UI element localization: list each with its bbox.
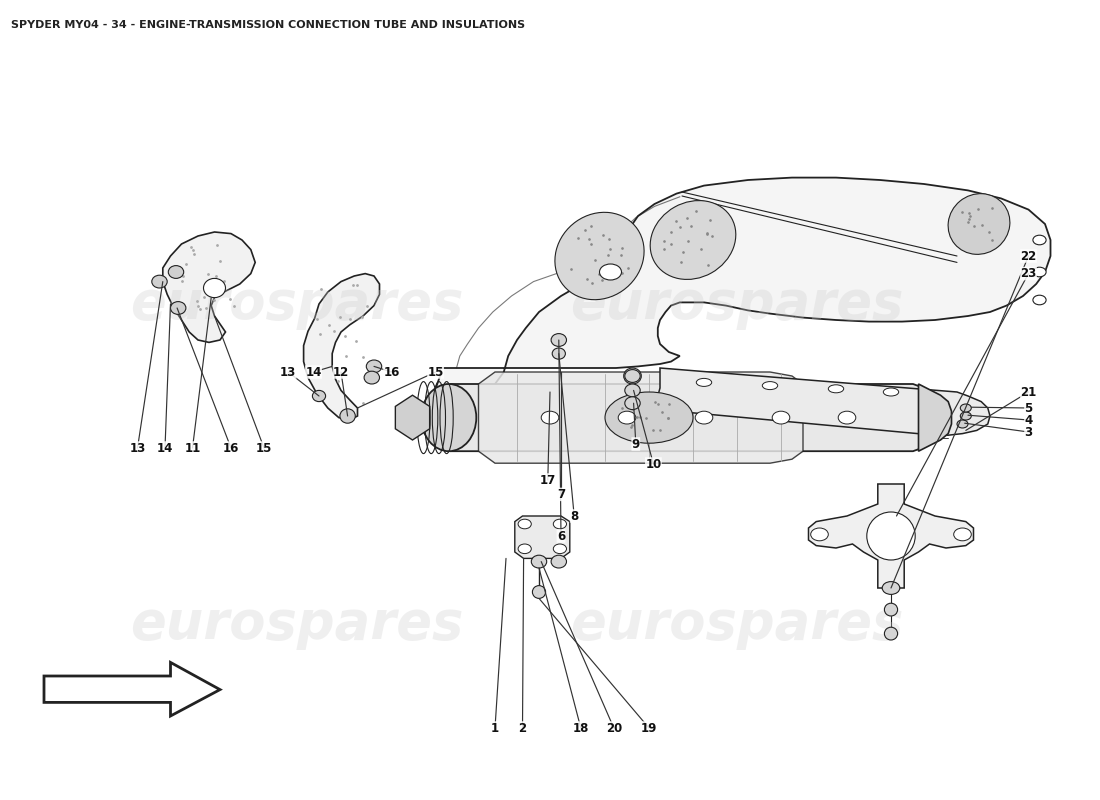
Ellipse shape [364,371,380,384]
Text: 17: 17 [540,474,556,486]
Text: 16: 16 [384,366,399,378]
Text: 14: 14 [306,366,321,378]
Polygon shape [395,395,430,440]
Text: 15: 15 [256,442,272,454]
Text: 4: 4 [1024,414,1033,426]
Ellipse shape [170,302,186,314]
Ellipse shape [600,264,621,280]
Text: eurospares: eurospares [130,278,464,330]
Ellipse shape [828,385,844,393]
Ellipse shape [553,519,566,529]
Text: 13: 13 [280,366,296,378]
Ellipse shape [532,586,546,598]
Ellipse shape [882,582,900,594]
Ellipse shape [960,404,971,412]
Ellipse shape [366,360,382,373]
Ellipse shape [884,627,898,640]
Polygon shape [44,662,220,716]
Polygon shape [808,484,974,588]
Ellipse shape [625,397,640,410]
Ellipse shape [552,348,565,359]
Text: 13: 13 [130,442,145,454]
Ellipse shape [605,392,693,443]
Text: 11: 11 [185,442,200,454]
Ellipse shape [204,278,226,298]
Ellipse shape [551,555,566,568]
Ellipse shape [883,388,899,396]
Text: eurospares: eurospares [570,278,904,330]
Ellipse shape [1033,295,1046,305]
Ellipse shape [531,555,547,568]
Text: 1: 1 [491,722,499,734]
Ellipse shape [312,390,326,402]
Text: 22: 22 [1021,250,1036,262]
Ellipse shape [553,544,566,554]
Ellipse shape [168,266,184,278]
Ellipse shape [954,528,971,541]
Polygon shape [656,368,990,435]
Text: 3: 3 [1024,426,1033,438]
Polygon shape [918,384,952,451]
Text: 8: 8 [570,510,579,522]
Text: 20: 20 [606,722,621,734]
Polygon shape [304,274,380,420]
Ellipse shape [960,412,971,420]
Polygon shape [429,178,1050,444]
Ellipse shape [618,411,636,424]
Ellipse shape [696,378,712,386]
Polygon shape [478,372,803,463]
Ellipse shape [695,411,713,424]
Ellipse shape [625,370,640,382]
Ellipse shape [884,603,898,616]
Ellipse shape [772,411,790,424]
Ellipse shape [554,212,645,300]
Ellipse shape [811,528,828,541]
Ellipse shape [838,411,856,424]
Text: 23: 23 [1021,267,1036,280]
Ellipse shape [518,544,531,554]
Text: 15: 15 [428,366,443,378]
Text: 10: 10 [646,458,661,470]
Text: 19: 19 [641,722,657,734]
Text: 5: 5 [1024,402,1033,414]
Ellipse shape [762,382,778,390]
Text: 16: 16 [223,442,239,454]
Text: eurospares: eurospares [130,598,464,650]
Text: 12: 12 [333,366,349,378]
Ellipse shape [867,512,915,560]
Ellipse shape [957,420,968,428]
Text: eurospares: eurospares [570,598,904,650]
Polygon shape [451,384,924,451]
Ellipse shape [1033,235,1046,245]
Text: 9: 9 [631,438,640,450]
Ellipse shape [152,275,167,288]
Text: 14: 14 [157,442,173,454]
Ellipse shape [551,334,566,346]
Polygon shape [515,516,570,558]
Polygon shape [163,232,255,342]
Text: SPYDER MY04 - 34 - ENGINE-TRANSMISSION CONNECTION TUBE AND INSULATIONS: SPYDER MY04 - 34 - ENGINE-TRANSMISSION C… [11,20,525,30]
Text: 2: 2 [518,722,527,734]
Ellipse shape [650,201,736,279]
Ellipse shape [421,384,476,451]
Ellipse shape [340,409,355,423]
Text: 6: 6 [557,530,565,542]
Ellipse shape [948,194,1010,254]
Ellipse shape [518,519,531,529]
Ellipse shape [541,411,559,424]
Text: 18: 18 [573,722,588,734]
Text: 21: 21 [1021,386,1036,398]
Ellipse shape [1033,267,1046,277]
Text: 7: 7 [557,488,565,501]
Ellipse shape [625,384,640,397]
Ellipse shape [624,368,641,384]
